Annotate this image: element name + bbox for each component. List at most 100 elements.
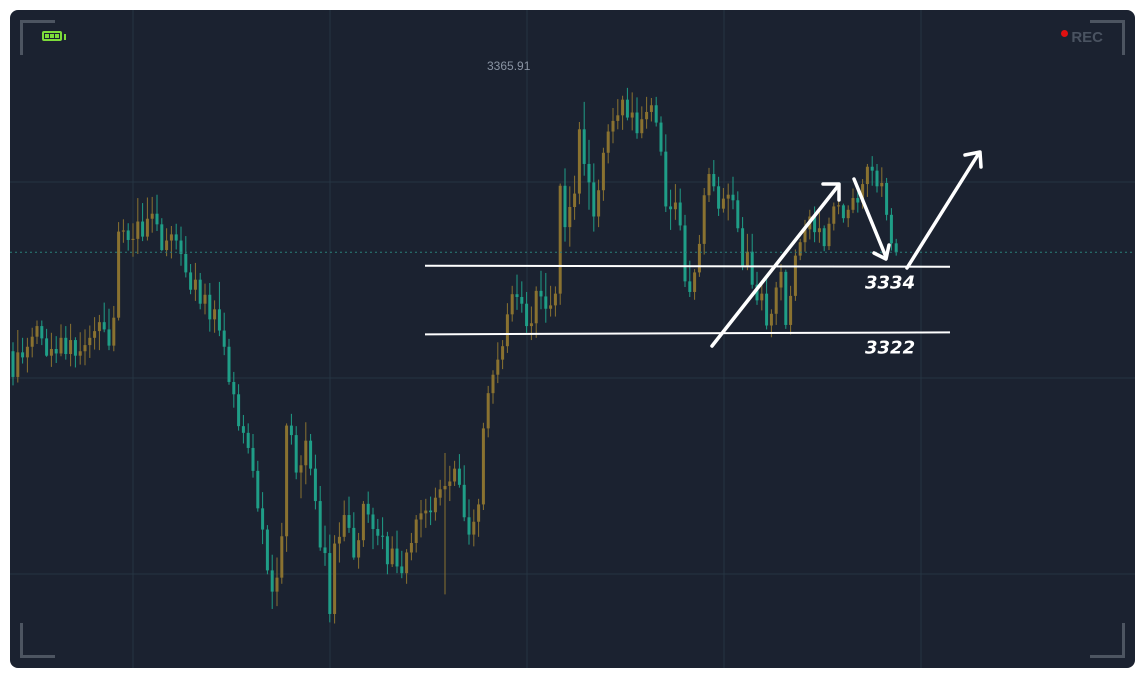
candle-body [376,529,380,536]
price-chart[interactable]: 3365.91 3334 3322 [10,10,1135,668]
candle-body [289,425,293,436]
candle-body [309,440,313,469]
candle-body [381,535,385,537]
candle-body [496,359,500,375]
candle-body [261,508,265,530]
support-line-3334 [424,264,951,268]
levels: 3334 3322 [424,264,951,358]
candle-body [145,218,149,237]
rec-dot-icon [1061,30,1069,37]
candle-body [491,374,495,394]
candle-body [539,290,543,297]
candle-body [726,194,730,199]
candle-body [745,251,749,267]
candle-body [246,432,250,448]
candle-body [227,346,231,382]
candle-body [750,251,754,285]
candle-body [385,536,389,565]
level-label-3334: 3334 [865,272,915,293]
up-arrow-icon [905,150,983,270]
candle-body [126,230,130,240]
candle-body [453,468,457,482]
grid [10,10,1135,668]
candle-body [174,234,178,241]
candle-body [760,293,764,301]
candle-body [256,470,260,509]
candle-body [405,552,409,574]
candle-body [352,527,356,558]
candle-body [573,193,577,207]
candle-body [112,317,116,346]
candle-body [477,504,481,522]
candle-body [414,519,418,543]
candle-body [16,352,20,377]
candle-body [851,198,855,210]
candle-body [318,501,322,548]
candle-body [347,515,351,528]
candle-body [304,440,308,466]
candle-body [443,485,447,490]
candle-body [136,221,140,239]
candle-body [208,294,212,320]
viewfinder-corner-bottom-right [1090,623,1125,658]
candle-body [683,225,687,282]
candle-body [736,200,740,229]
candle-body [553,293,557,306]
candle-body [707,174,711,196]
candle-body [251,447,255,471]
candle-body [673,202,677,210]
candle-body [64,337,68,355]
candle-body [333,543,337,614]
candle-body [894,243,898,253]
candle-body [78,351,82,356]
candle-body [265,529,269,571]
candle-body [357,540,361,558]
viewfinder-corner-top-left [20,20,55,55]
candle-body [712,174,716,187]
candle-body [45,338,49,356]
candle-body [285,425,289,537]
rec-label: REC [1071,29,1103,46]
candle-body [433,497,437,513]
candle-body [880,182,884,187]
candle-body [885,182,889,215]
candle-body [117,231,121,318]
candle-body [765,293,769,326]
candle-body [505,314,509,347]
candle-body [73,340,77,356]
candle-body [827,223,831,247]
candle-body [640,119,644,134]
candle-body [697,243,701,273]
candle-body [731,194,735,201]
candle-body [520,297,524,304]
candle-body [150,213,154,219]
candle-body [481,428,485,505]
candle-body [429,510,433,513]
candle-body [688,281,692,292]
candle-body [889,214,893,244]
candle-body [232,381,236,395]
candle-body [717,186,721,209]
candle-body [875,170,879,187]
candle-body [769,313,773,326]
candle-body [467,517,471,535]
candle-body [649,105,653,112]
candle-body [222,330,226,347]
candle-body [601,152,605,191]
candle-body [625,99,629,118]
level-label-3322: 3322 [865,337,915,358]
candle-body [841,205,845,219]
candle-body [395,548,399,567]
candle-body [525,303,529,327]
annotation-arrows [710,150,983,348]
candle-body [371,514,375,530]
candle-body [549,305,553,309]
viewfinder-corner-top-right [1090,20,1125,55]
candle-body [515,294,519,298]
candle-body [558,185,562,294]
candle-body [193,279,197,290]
candle-body [323,547,327,554]
candle-body [25,346,29,358]
candle-body [294,435,298,473]
candle-body [184,253,188,273]
